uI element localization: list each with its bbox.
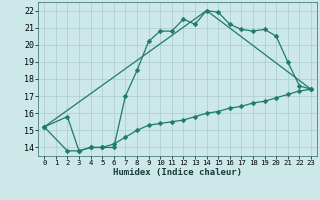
X-axis label: Humidex (Indice chaleur): Humidex (Indice chaleur) [113,168,242,177]
